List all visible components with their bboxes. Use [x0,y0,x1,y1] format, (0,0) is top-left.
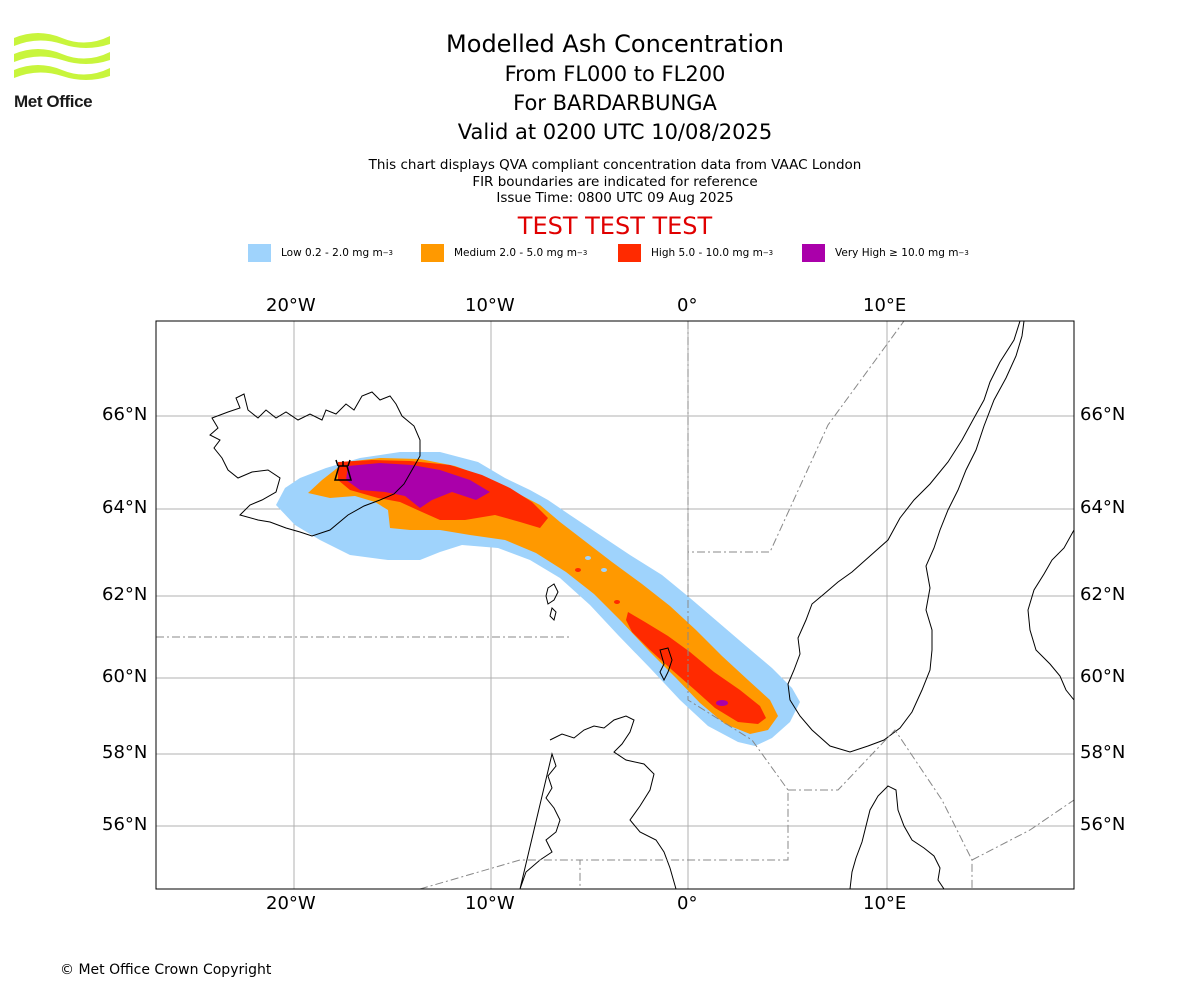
lat-label-right-66n: 66°N [1080,404,1126,425]
norway-coast [787,321,1025,753]
lon-label-bottom-10w: 10°W [465,893,515,914]
lat-label-right-64n: 64°N [1080,497,1126,518]
level-range: From FL000 to FL200 [504,62,726,86]
lat-label-left-58n: 58°N [102,742,148,763]
lat-label-left-66n: 66°N [102,404,148,425]
volcano-name: For BARDARBUNGA [513,91,717,115]
legend-item-low: Low 0.2 - 2.0 mg m −3 [248,244,393,262]
test-banner: TEST TEST TEST [517,212,713,240]
coastlines [209,321,1074,889]
met-office-logo [14,30,110,114]
chart-titles: Modelled Ash Concentration From FL000 to… [315,28,915,147]
lon-label-top-10w: 10°W [465,295,515,316]
denmark-coast [849,785,945,889]
fir-boundaries [156,321,1074,889]
legend-label-medium: Medium 2.0 - 5.0 mg m [454,247,577,259]
map-frame [155,320,1075,890]
legend-item-medium: Medium 2.0 - 5.0 mg m −3 [421,244,587,262]
legend-item-high: High 5.0 - 10.0 mg m −3 [618,244,773,262]
lon-label-top-0: 0° [677,295,698,316]
legend-item-very-high: Very High ≥ 10.0 mg m −3 [802,244,969,262]
legend-exp-high: −3 [762,249,774,257]
legend-exp-very-high: −3 [958,249,969,257]
legend-label-high: High 5.0 - 10.0 mg m [651,247,763,259]
legend: Low 0.2 - 2.0 mg m −3 Medium 2.0 - 5.0 mg… [0,244,1200,264]
iceland-coast [209,391,421,537]
scotland-coast [519,715,677,889]
legend-swatch-very-high [802,244,825,262]
sweden-coast [1027,529,1074,701]
lat-label-left-60n: 60°N [102,666,148,687]
legend-swatch-medium [421,244,444,262]
fir-boundary-4 [788,729,973,889]
copyright-notice: © Met Office Crown Copyright [60,962,272,978]
qva-note: This chart displays QVA compliant concen… [368,157,862,173]
chart-notes: This chart displays QVA compliant concen… [315,157,915,207]
ash-low-spot-1 [585,556,591,560]
logo-wordmark: Met Office [14,92,93,111]
lat-label-left-62n: 62°N [102,584,148,605]
fir-note: FIR boundaries are indicated for referen… [472,173,758,190]
legend-swatch-high [618,244,641,262]
fir-boundary-5 [419,859,580,889]
ash-high-region-2 [626,612,766,724]
fir-boundary-6 [971,799,1074,861]
legend-label-very-high: Very High ≥ 10.0 mg m [835,247,959,259]
ash-high-spot-1 [575,568,581,572]
lat-label-right-58n: 58°N [1080,742,1126,763]
ash-high-spot-2 [614,600,620,604]
ash-very-high-region [346,463,490,508]
lon-label-top-10e: 10°E [863,295,907,316]
legend-exp-low: −3 [382,249,394,257]
lat-label-left-56n: 56°N [102,814,148,835]
legend-label-low: Low 0.2 - 2.0 mg m [281,247,383,259]
ash-very-high-spot [716,700,728,706]
ash-medium-region [308,458,778,734]
lon-label-bottom-20w: 20°W [266,893,316,914]
legend-exp-medium: −3 [576,249,588,257]
lat-label-right-62n: 62°N [1080,584,1126,605]
legend-swatch-low [248,244,271,262]
lon-label-bottom-10e: 10°E [863,893,907,914]
chart-title: Modelled Ash Concentration [446,30,784,58]
volcano-marker [334,459,352,481]
ash-low-spot-2 [601,568,607,572]
lat-label-right-60n: 60°N [1080,666,1126,687]
lon-label-top-20w: 20°W [266,295,316,316]
shetland [659,647,673,682]
issue-time: Issue Time: 0800 UTC 09 Aug 2025 [496,190,734,206]
lon-label-bottom-0: 0° [677,893,698,914]
lat-label-right-56n: 56°N [1080,814,1126,835]
lat-label-left-64n: 64°N [102,497,148,518]
valid-time: Valid at 0200 UTC 10/08/2025 [457,120,773,144]
faroe-islands [545,583,559,621]
